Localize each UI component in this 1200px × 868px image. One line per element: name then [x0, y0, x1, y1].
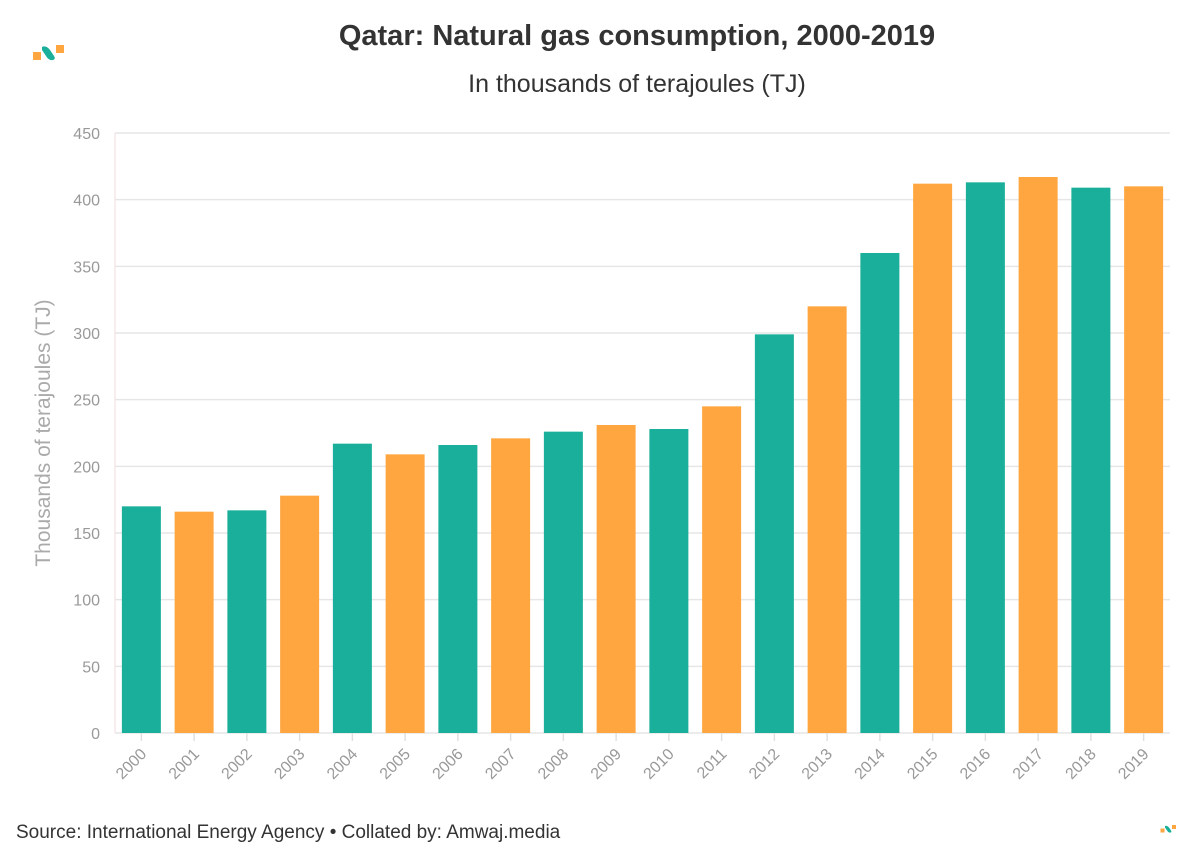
x-tick-label: 2005 — [377, 746, 414, 783]
bar-2018 — [1071, 187, 1111, 733]
bar-2017 — [1018, 177, 1058, 733]
y-axis-label: Thousands of terajoules (TJ) — [32, 299, 55, 566]
x-tick-label: 2013 — [799, 746, 836, 783]
bar-2019 — [1124, 186, 1164, 734]
x-tick-label: 2016 — [957, 746, 994, 783]
bar-2008 — [543, 431, 583, 733]
bar-2000 — [121, 506, 161, 733]
x-tick-label: 2002 — [219, 746, 256, 783]
amwaj-logo-small-icon — [1160, 825, 1176, 833]
bar-2009 — [596, 425, 636, 733]
x-tick-label: 2015 — [904, 746, 941, 783]
bar-2006 — [438, 445, 478, 733]
bar-2012 — [754, 334, 794, 733]
x-tick-label: 2003 — [271, 746, 308, 783]
y-tick-label: 250 — [73, 393, 100, 410]
y-tick-label: 200 — [73, 459, 100, 476]
x-tick-label: 2004 — [324, 746, 361, 783]
bar-2016 — [965, 182, 1005, 734]
source-note: Source: International Energy Agency • Co… — [16, 822, 561, 843]
x-tick-label: 2014 — [852, 746, 889, 783]
x-tick-label: 2001 — [166, 746, 203, 783]
bar-2004 — [332, 443, 372, 733]
bar-2010 — [649, 429, 689, 733]
chart-subtitle: In thousands of terajoules (TJ) — [468, 70, 806, 98]
bar-2002 — [227, 510, 267, 733]
x-tick-label: 2010 — [641, 746, 678, 783]
x-tick-label: 2012 — [746, 746, 783, 783]
bar-2015 — [913, 183, 953, 733]
x-tick-label: 2017 — [1010, 746, 1047, 783]
x-tick-label: 2019 — [1115, 746, 1152, 783]
x-tick-label: 2008 — [535, 746, 572, 783]
x-tick-label: 2009 — [588, 746, 625, 783]
amwaj-logo-icon — [33, 45, 64, 61]
x-tick-label: 2000 — [113, 746, 150, 783]
bar-2001 — [174, 511, 214, 733]
bar-2013 — [807, 306, 847, 733]
y-tick-label: 150 — [73, 526, 100, 543]
bar-2011 — [702, 406, 742, 733]
y-tick-label: 350 — [73, 259, 100, 276]
bar-2014 — [860, 253, 900, 733]
chart-title: Qatar: Natural gas consumption, 2000-201… — [338, 20, 936, 52]
y-tick-label: 0 — [91, 726, 100, 743]
y-tick-label: 300 — [73, 326, 100, 343]
x-tick-label: 2006 — [430, 746, 467, 783]
x-tick-label: 2007 — [482, 746, 519, 783]
y-tick-label: 50 — [82, 659, 100, 676]
bar-2007 — [491, 438, 531, 733]
bar-2003 — [280, 495, 320, 733]
bar-2005 — [385, 454, 425, 733]
y-tick-label: 450 — [73, 126, 100, 143]
y-tick-label: 100 — [73, 593, 100, 610]
y-tick-label: 400 — [73, 193, 100, 210]
x-tick-label: 2011 — [694, 746, 730, 782]
x-tick-label: 2018 — [1063, 746, 1100, 783]
